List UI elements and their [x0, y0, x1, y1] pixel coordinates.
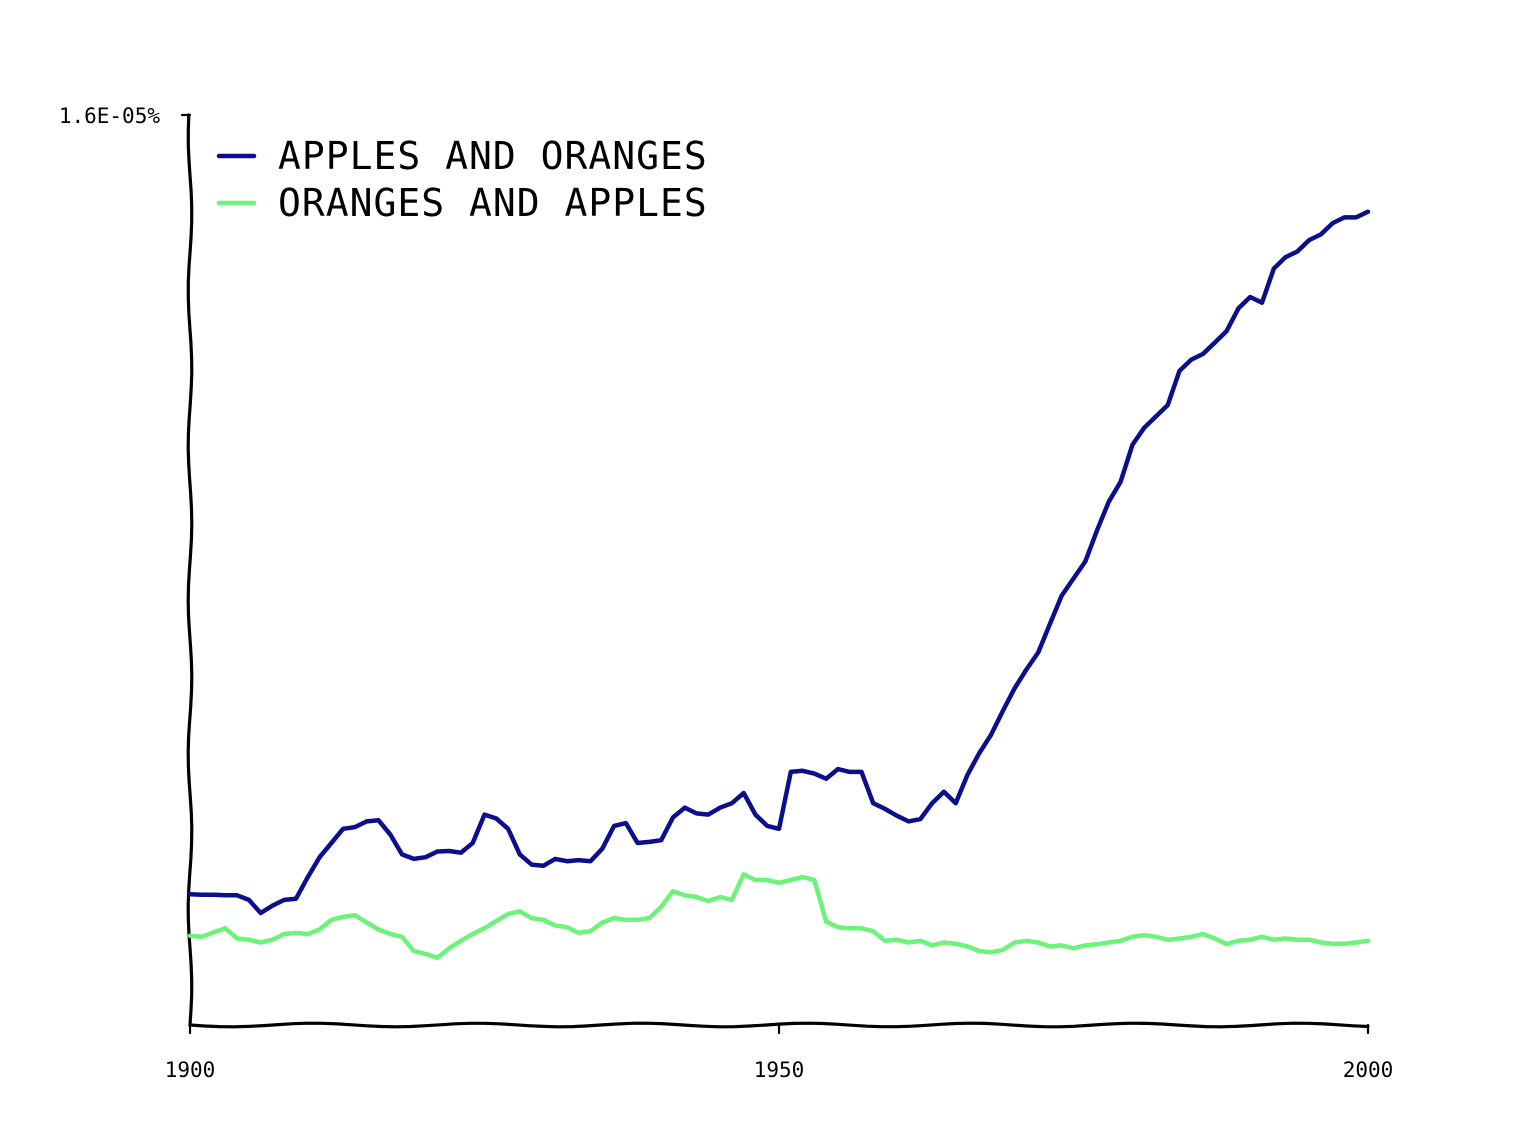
chart-series [187, 209, 1371, 961]
chart-axes [186, 113, 1370, 1029]
series-line-1 [187, 209, 1371, 916]
chart-ticks: 1900 1950 2000 1.6E-05% [59, 104, 1393, 1082]
y-axis-line [186, 113, 194, 1027]
legend-label: ORANGES AND APPLES [278, 181, 708, 225]
legend-label: APPLES AND ORANGES [278, 134, 708, 178]
x-tick-label: 1950 [754, 1058, 805, 1082]
x-tick-label: 2000 [1343, 1058, 1394, 1082]
series-line-2 [187, 872, 1371, 961]
x-tick-label: 1900 [165, 1058, 216, 1082]
y-tick-label: 1.6E-05% [59, 104, 161, 128]
